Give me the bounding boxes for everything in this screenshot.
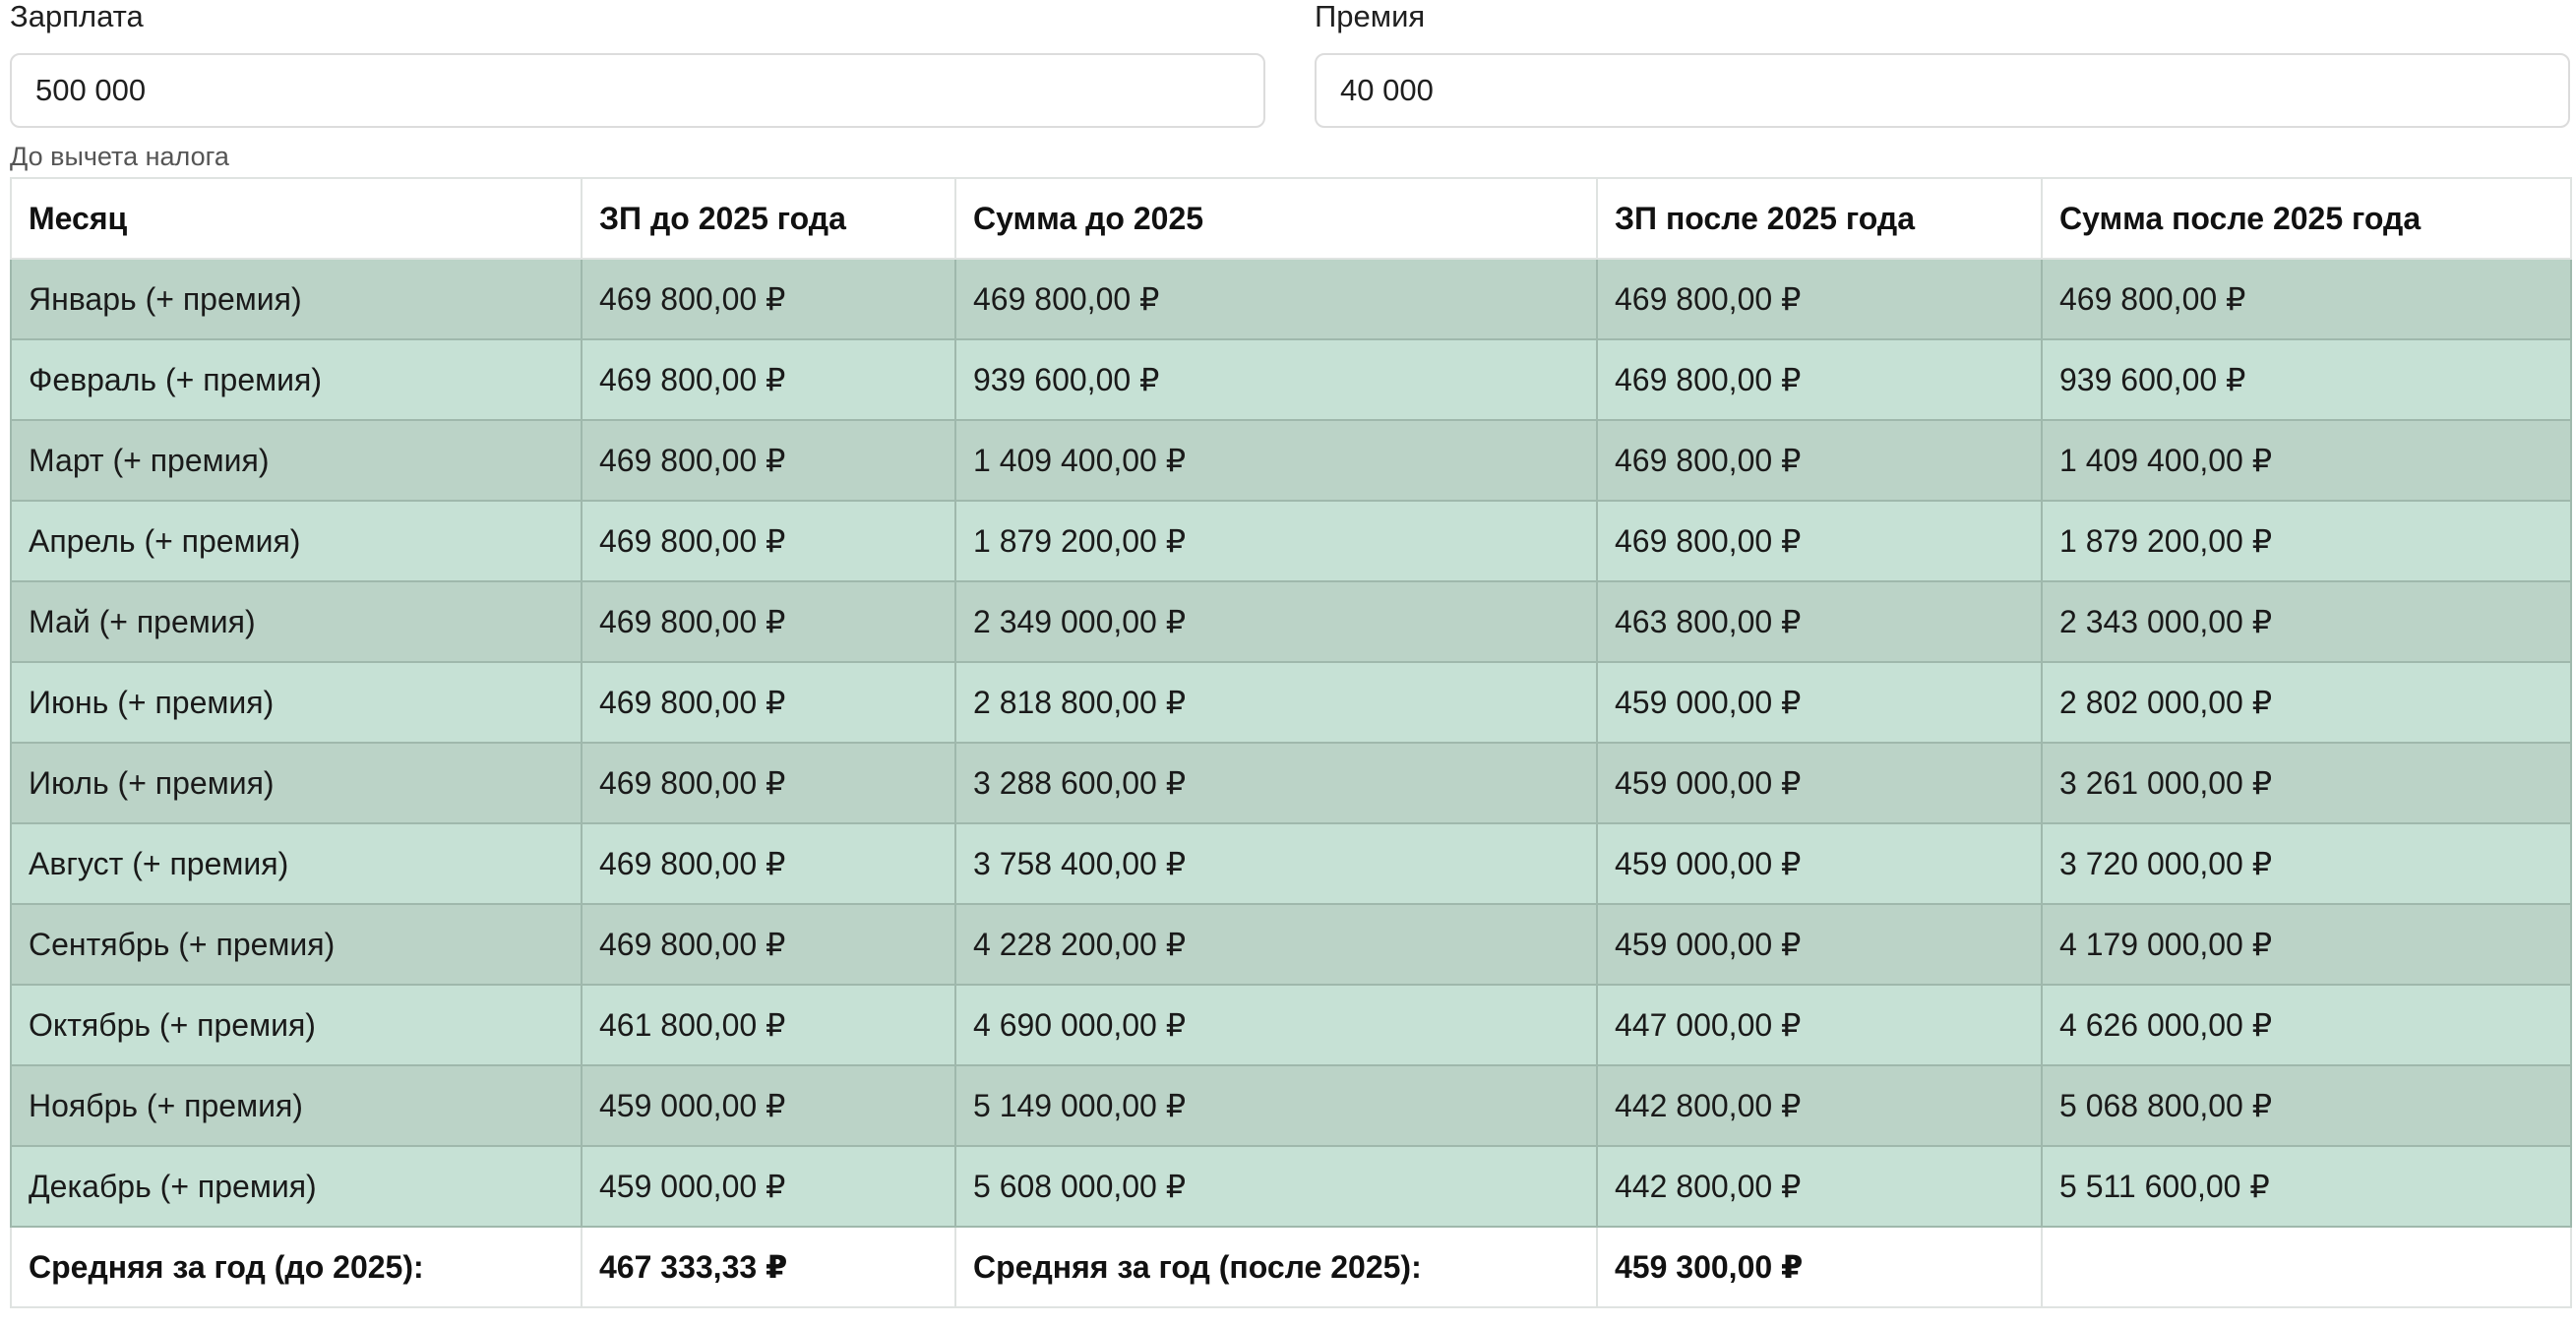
header-sum-after-2025: Сумма после 2025 года [2041, 177, 2572, 260]
cell-sum-after-2025: 469 800,00 ₽ [2041, 258, 2572, 340]
table-row: Май (+ премия) 469 800,00 ₽2 349 000,00 ₽… [10, 580, 2572, 663]
cell-sum-before-2025: 469 800,00 ₽ [954, 258, 1598, 340]
cell-sum-before-2025: 5 149 000,00 ₽ [954, 1064, 1598, 1147]
bonus-field-group: Премия [1315, 0, 2570, 128]
cell-month: Январь (+ премия) [10, 258, 583, 340]
cell-month: Сентябрь (+ премия) [10, 903, 583, 986]
salary-field-group: Зарплата [10, 0, 1265, 128]
cell-salary-before-2025: 469 800,00 ₽ [581, 500, 956, 582]
salary-input[interactable] [10, 53, 1265, 128]
avg-before-value: 467 333,33 ₽ [581, 1226, 956, 1308]
cell-salary-after-2025: 459 000,00 ₽ [1596, 903, 2043, 986]
table-row: Август (+ премия) 469 800,00 ₽3 758 400,0… [10, 822, 2572, 905]
table-header-row: Месяц ЗП до 2025 года Сумма до 2025 ЗП п… [10, 177, 2572, 260]
salary-table: Месяц ЗП до 2025 года Сумма до 2025 ЗП п… [10, 177, 2572, 1308]
cell-salary-after-2025: 459 000,00 ₽ [1596, 822, 2043, 905]
header-month: Месяц [10, 177, 583, 260]
cell-sum-before-2025: 5 608 000,00 ₽ [954, 1145, 1598, 1228]
table-row: Июль (+ премия) 469 800,00 ₽3 288 600,00 … [10, 742, 2572, 824]
salary-table-container: Месяц ЗП до 2025 года Сумма до 2025 ЗП п… [10, 177, 2572, 1308]
cell-sum-before-2025: 3 758 400,00 ₽ [954, 822, 1598, 905]
cell-month: Февраль (+ премия) [10, 338, 583, 421]
avg-before-label: Средняя за год (до 2025): [10, 1226, 583, 1308]
cell-salary-before-2025: 469 800,00 ₽ [581, 258, 956, 340]
avg-after-value: 459 300,00 ₽ [1596, 1226, 2043, 1308]
cell-sum-after-2025: 2 343 000,00 ₽ [2041, 580, 2572, 663]
cell-salary-after-2025: 469 800,00 ₽ [1596, 258, 2043, 340]
cell-salary-before-2025: 459 000,00 ₽ [581, 1064, 956, 1147]
cell-salary-before-2025: 469 800,00 ₽ [581, 742, 956, 824]
table-row: Январь (+ премия) 469 800,00 ₽469 800,00 … [10, 258, 2572, 340]
table-row: Ноябрь (+ премия) 459 000,00 ₽5 149 000,0… [10, 1064, 2572, 1147]
table-body: Январь (+ премия) 469 800,00 ₽469 800,00 … [10, 258, 2572, 1228]
cell-salary-after-2025: 447 000,00 ₽ [1596, 984, 2043, 1066]
cell-salary-after-2025: 459 000,00 ₽ [1596, 742, 2043, 824]
cell-sum-before-2025: 4 690 000,00 ₽ [954, 984, 1598, 1066]
cell-salary-after-2025: 469 800,00 ₽ [1596, 500, 2043, 582]
cell-sum-after-2025: 1 879 200,00 ₽ [2041, 500, 2572, 582]
cell-salary-after-2025: 442 800,00 ₽ [1596, 1145, 2043, 1228]
cell-sum-before-2025: 1 879 200,00 ₽ [954, 500, 1598, 582]
cell-salary-before-2025: 469 800,00 ₽ [581, 661, 956, 744]
cell-sum-after-2025: 5 068 800,00 ₽ [2041, 1064, 2572, 1147]
cell-salary-after-2025: 469 800,00 ₽ [1596, 419, 2043, 502]
table-row: Сентябрь (+ премия) 469 800,00 ₽4 228 200… [10, 903, 2572, 986]
table-row: Март (+ премия) 469 800,00 ₽1 409 400,00 … [10, 419, 2572, 502]
cell-month: Июнь (+ премия) [10, 661, 583, 744]
cell-salary-before-2025: 469 800,00 ₽ [581, 419, 956, 502]
cell-salary-after-2025: 463 800,00 ₽ [1596, 580, 2043, 663]
cell-salary-after-2025: 469 800,00 ₽ [1596, 338, 2043, 421]
header-sum-before-2025: Сумма до 2025 [954, 177, 1598, 260]
table-row: Июнь (+ премия) 469 800,00 ₽2 818 800,00 … [10, 661, 2572, 744]
bonus-input[interactable] [1315, 53, 2570, 128]
cell-month: Июль (+ премия) [10, 742, 583, 824]
table-header: Месяц ЗП до 2025 года Сумма до 2025 ЗП п… [10, 177, 2572, 260]
cell-salary-before-2025: 469 800,00 ₽ [581, 580, 956, 663]
cell-month: Май (+ премия) [10, 580, 583, 663]
cell-sum-before-2025: 2 349 000,00 ₽ [954, 580, 1598, 663]
salary-label: Зарплата [10, 0, 144, 33]
table-row: Февраль (+ премия) 469 800,00 ₽939 600,00… [10, 338, 2572, 421]
cell-month: Декабрь (+ премия) [10, 1145, 583, 1228]
cell-month: Март (+ премия) [10, 419, 583, 502]
cell-month: Апрель (+ премия) [10, 500, 583, 582]
cell-sum-after-2025: 3 720 000,00 ₽ [2041, 822, 2572, 905]
cell-sum-after-2025: 5 511 600,00 ₽ [2041, 1145, 2572, 1228]
cell-sum-after-2025: 2 802 000,00 ₽ [2041, 661, 2572, 744]
salary-hint: До вычета налога [10, 142, 229, 171]
cell-sum-after-2025: 4 626 000,00 ₽ [2041, 984, 2572, 1066]
bonus-label: Премия [1315, 0, 1426, 33]
cell-salary-before-2025: 469 800,00 ₽ [581, 903, 956, 986]
cell-month: Октябрь (+ премия) [10, 984, 583, 1066]
cell-salary-before-2025: 459 000,00 ₽ [581, 1145, 956, 1228]
cell-sum-after-2025: 3 261 000,00 ₽ [2041, 742, 2572, 824]
cell-sum-before-2025: 4 228 200,00 ₽ [954, 903, 1598, 986]
cell-salary-after-2025: 442 800,00 ₽ [1596, 1064, 2043, 1147]
header-salary-before-2025: ЗП до 2025 года [581, 177, 956, 260]
cell-sum-after-2025: 1 409 400,00 ₽ [2041, 419, 2572, 502]
table-footer: Средняя за год (до 2025): 467 333,33 ₽ С… [10, 1226, 2572, 1308]
cell-sum-after-2025: 4 179 000,00 ₽ [2041, 903, 2572, 986]
table-row: Октябрь (+ премия) 461 800,00 ₽4 690 000,… [10, 984, 2572, 1066]
cell-sum-before-2025: 3 288 600,00 ₽ [954, 742, 1598, 824]
cell-salary-before-2025: 461 800,00 ₽ [581, 984, 956, 1066]
cell-salary-after-2025: 459 000,00 ₽ [1596, 661, 2043, 744]
cell-sum-after-2025: 939 600,00 ₽ [2041, 338, 2572, 421]
cell-month: Ноябрь (+ премия) [10, 1064, 583, 1147]
table-row: Апрель (+ премия) 469 800,00 ₽1 879 200,0… [10, 500, 2572, 582]
cell-month: Август (+ премия) [10, 822, 583, 905]
header-salary-after-2025: ЗП после 2025 года [1596, 177, 2043, 260]
cell-salary-before-2025: 469 800,00 ₽ [581, 338, 956, 421]
footer-empty-cell [2041, 1226, 2572, 1308]
cell-sum-before-2025: 939 600,00 ₽ [954, 338, 1598, 421]
cell-salary-before-2025: 469 800,00 ₽ [581, 822, 956, 905]
cell-sum-before-2025: 1 409 400,00 ₽ [954, 419, 1598, 502]
avg-after-label: Средняя за год (после 2025): [954, 1226, 1598, 1308]
table-footer-row: Средняя за год (до 2025): 467 333,33 ₽ С… [10, 1226, 2572, 1308]
table-row: Декабрь (+ премия) 459 000,00 ₽5 608 000,… [10, 1145, 2572, 1228]
cell-sum-before-2025: 2 818 800,00 ₽ [954, 661, 1598, 744]
